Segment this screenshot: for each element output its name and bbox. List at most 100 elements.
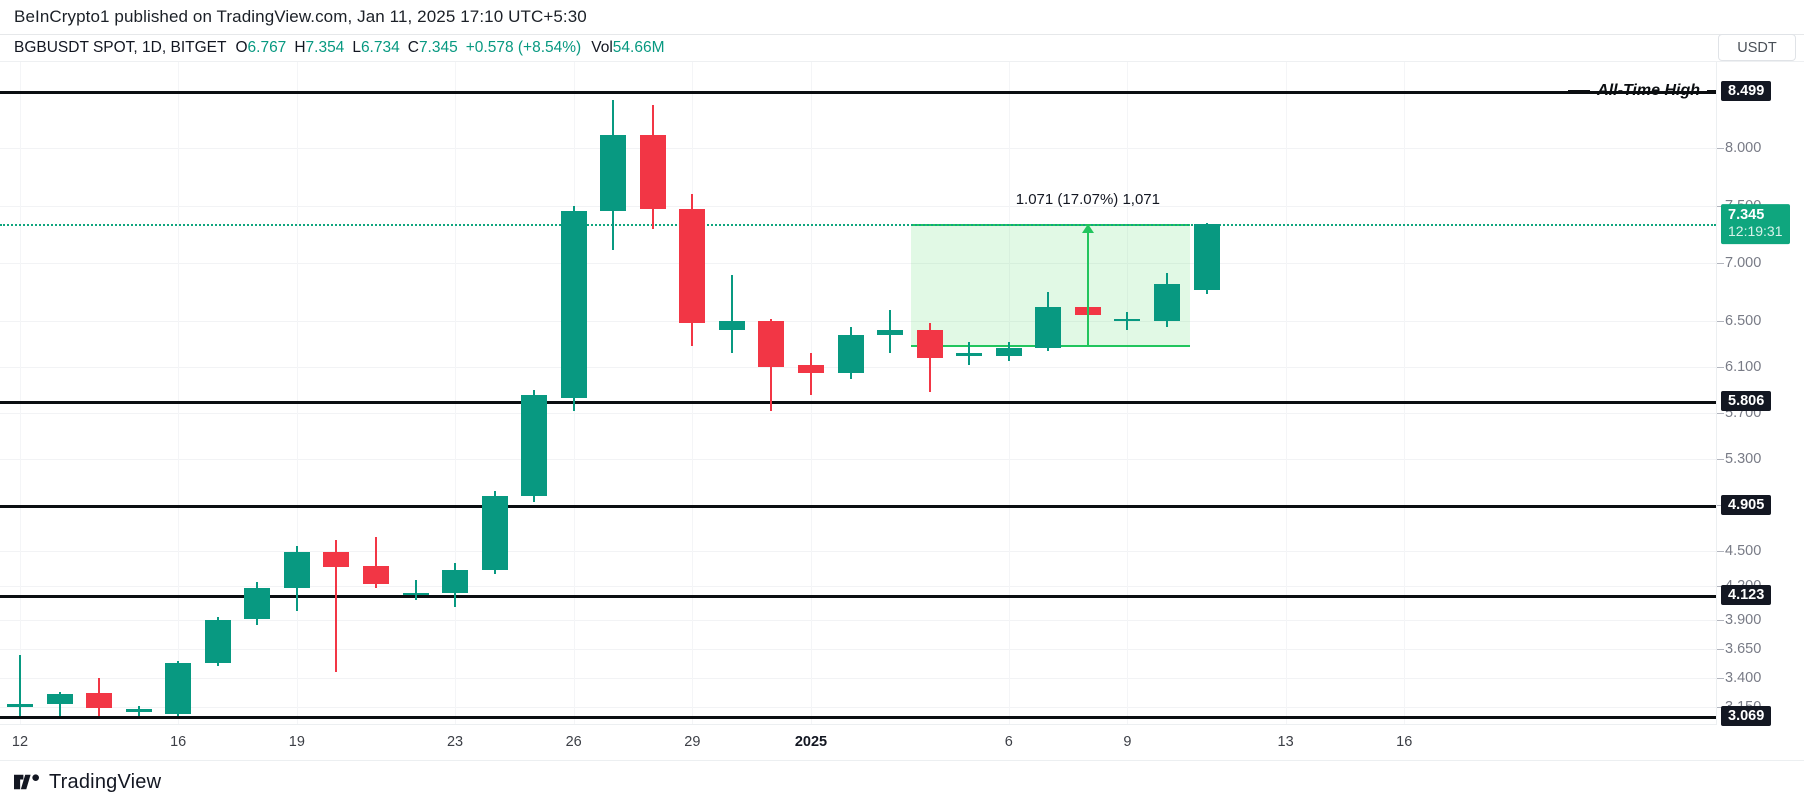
candle-body — [481, 496, 508, 570]
candle-body — [600, 134, 627, 211]
gridline — [0, 413, 1716, 415]
candle-body — [877, 330, 904, 335]
candle-body — [204, 620, 231, 663]
price-level-line[interactable] — [0, 716, 1716, 720]
price-tick-label: 4.500 — [1725, 543, 1762, 560]
price-level-line[interactable] — [0, 594, 1716, 598]
high-value: H7.354 — [294, 39, 345, 56]
symbol-legend[interactable]: BGBUSDT SPOT, 1D, BITGET — [14, 39, 227, 56]
ath-tail — [1707, 89, 1716, 92]
price-level-badge[interactable]: 4.123 — [1721, 584, 1772, 605]
measure-arrow-line — [1086, 223, 1089, 348]
candle-body — [995, 347, 1022, 356]
date-tick-label: 13 — [1277, 734, 1294, 750]
price-level-line[interactable] — [0, 90, 1716, 94]
candle-wick — [928, 323, 931, 393]
gridline — [0, 263, 1716, 265]
candle-body — [1193, 223, 1220, 291]
candle-body — [560, 210, 587, 399]
price-tick-mark — [1717, 367, 1724, 369]
date-tick-label: 2025 — [794, 734, 828, 750]
price-tick-mark — [1717, 551, 1724, 553]
price-level-line[interactable] — [0, 400, 1716, 404]
price-tick-mark — [1717, 706, 1724, 708]
candle-body — [718, 321, 745, 331]
all-time-high-annotation: All-Time High — [1568, 82, 1716, 100]
gridline-vertical — [20, 62, 21, 724]
ath-dash — [1568, 89, 1591, 92]
candle-body — [798, 364, 824, 373]
low-value: L6.734 — [352, 39, 400, 56]
price-tick-label: 5.300 — [1725, 451, 1762, 468]
price-tick-mark — [1717, 677, 1724, 679]
price-tick-label: 3.400 — [1725, 669, 1762, 686]
price-level-badge[interactable]: 8.499 — [1721, 80, 1772, 101]
candle-body — [956, 353, 983, 356]
candle-body — [125, 709, 152, 712]
gridline-vertical — [1285, 62, 1287, 724]
gridline — [0, 706, 1716, 708]
date-tick-label: 6 — [1004, 734, 1013, 750]
price-tick-label: 3.650 — [1725, 641, 1762, 658]
publish-attribution: BeInCrypto1 published on TradingView.com… — [0, 0, 1804, 34]
live-price-badge[interactable]: 7.345 12:19:31 — [1721, 203, 1790, 244]
close-value: C7.345 — [407, 39, 458, 56]
price-tick-mark — [1717, 459, 1724, 461]
price-tick-mark — [1717, 505, 1724, 507]
chart-legend: BGBUSDT SPOT, 1D, BITGET O6.767 H7.354 L… — [0, 34, 1804, 62]
measure-tool-label: 1.071 (17.07%) 1,071 — [1015, 190, 1160, 208]
candle-wick — [730, 274, 733, 354]
price-axis[interactable]: 8.0007.5007.0006.5006.1005.7005.3004.900… — [1717, 62, 1804, 727]
price-tick-mark — [1717, 205, 1724, 207]
price-level-badge[interactable]: 4.905 — [1721, 494, 1772, 515]
price-tick-mark — [1717, 620, 1724, 622]
time-axis[interactable]: 12 16 19 23 26 29 2025 6 9 13 16 — [0, 724, 1717, 760]
current-price-line[interactable] — [0, 223, 1716, 226]
candle-wick — [335, 539, 338, 673]
candle-body — [283, 552, 310, 589]
price-tick-label: 8.000 — [1725, 140, 1762, 157]
date-tick-label: 23 — [446, 734, 464, 750]
date-tick-label: 16 — [1396, 734, 1413, 750]
candle-body — [86, 692, 113, 708]
price-chart-canvas[interactable]: 1.071 (17.07%) 1,071 All-Time High — [0, 62, 1717, 724]
gridline — [0, 585, 1716, 587]
price-tick-label: 3.900 — [1725, 612, 1762, 629]
price-tick-label: 6.100 — [1725, 359, 1762, 376]
gridline-vertical — [296, 62, 298, 724]
date-tick-label: 16 — [170, 734, 187, 750]
price-level-line[interactable] — [0, 504, 1716, 508]
candle-wick — [19, 654, 21, 716]
candle-body — [916, 330, 943, 358]
volume-value: Vol54.66M — [591, 39, 665, 56]
date-tick-label: 12 — [11, 734, 29, 750]
gridline — [0, 321, 1716, 323]
candle-body — [46, 694, 73, 705]
candle-wick — [414, 580, 417, 600]
candle-body — [7, 704, 33, 707]
publish-text: BeInCrypto1 published on TradingView.com… — [14, 7, 587, 26]
tradingview-logo-icon — [14, 774, 39, 790]
candle-body — [639, 134, 666, 210]
measure-arrow-head — [1081, 223, 1094, 233]
candle-body — [758, 321, 785, 368]
all-time-high-label: All-Time High — [1597, 81, 1700, 99]
gridline — [0, 551, 1716, 553]
price-tick-mark — [1717, 413, 1724, 415]
candle-body — [521, 394, 548, 497]
price-level-badge[interactable]: 3.069 — [1721, 706, 1772, 727]
open-value: O6.767 — [235, 39, 287, 56]
price-tick-mark — [1717, 148, 1724, 150]
price-level-badge[interactable]: 5.806 — [1721, 390, 1772, 411]
price-tick-mark — [1717, 321, 1724, 323]
bar-countdown: 12:19:31 — [1728, 223, 1783, 240]
candle-body — [442, 569, 469, 593]
price-tick-mark — [1717, 585, 1724, 587]
tradingview-wordmark: TradingView — [49, 770, 162, 793]
candle-body — [1035, 307, 1062, 348]
currency-badge[interactable]: USDT — [1718, 34, 1796, 61]
candle-body — [323, 552, 350, 568]
candle-body — [244, 588, 271, 620]
gridline-vertical — [178, 62, 180, 724]
candle-wick — [810, 353, 812, 395]
